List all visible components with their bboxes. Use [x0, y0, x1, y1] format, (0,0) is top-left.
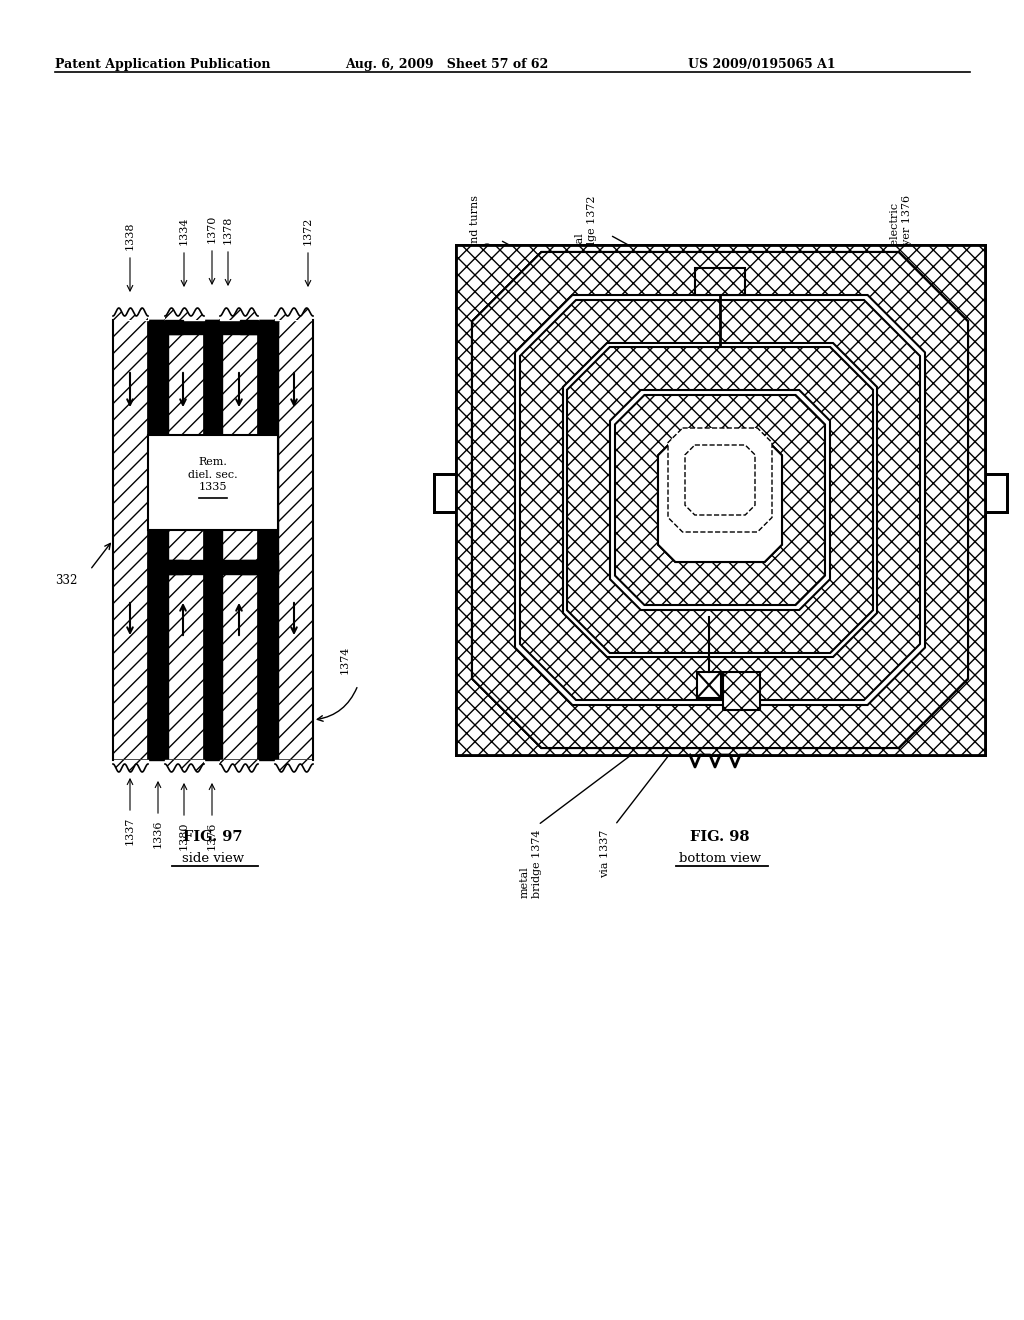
Polygon shape	[148, 560, 278, 574]
Polygon shape	[563, 343, 877, 657]
Text: 1372: 1372	[303, 216, 313, 246]
Text: 1376: 1376	[207, 822, 217, 850]
Polygon shape	[165, 560, 183, 574]
Polygon shape	[220, 319, 258, 760]
Polygon shape	[275, 319, 313, 760]
Polygon shape	[723, 672, 760, 710]
Polygon shape	[240, 560, 258, 574]
Text: 332: 332	[55, 573, 78, 586]
Polygon shape	[204, 319, 222, 760]
Polygon shape	[472, 252, 968, 748]
Text: metal
bridge 1372: metal bridge 1372	[575, 195, 597, 264]
Text: 1370: 1370	[207, 215, 217, 243]
Text: via 1337: via 1337	[600, 830, 610, 878]
Polygon shape	[434, 474, 456, 512]
Text: metal
bridge 1374: metal bridge 1374	[520, 830, 543, 899]
Polygon shape	[985, 474, 1007, 512]
Polygon shape	[658, 438, 782, 562]
Text: bottom view: bottom view	[679, 851, 761, 865]
Polygon shape	[148, 319, 278, 334]
Polygon shape	[615, 395, 825, 605]
Text: Patent Application Publication: Patent Application Publication	[55, 58, 270, 71]
Text: 1374: 1374	[340, 645, 350, 675]
Polygon shape	[697, 672, 721, 698]
Polygon shape	[258, 319, 278, 760]
Polygon shape	[668, 428, 772, 532]
Polygon shape	[658, 438, 782, 562]
Text: Rem.
diel. sec.
1335: Rem. diel. sec. 1335	[188, 457, 238, 492]
Text: side view: side view	[182, 851, 244, 865]
Text: US 2009/0195065 A1: US 2009/0195065 A1	[688, 58, 836, 71]
Polygon shape	[148, 319, 168, 760]
Text: 1336: 1336	[153, 820, 163, 849]
Text: 1380: 1380	[179, 822, 189, 850]
Polygon shape	[240, 319, 258, 334]
Polygon shape	[610, 389, 830, 610]
Polygon shape	[165, 319, 204, 760]
Text: 1334: 1334	[179, 216, 189, 246]
Polygon shape	[456, 246, 985, 755]
Text: second turns
1370: second turns 1370	[470, 195, 493, 268]
Polygon shape	[456, 246, 985, 755]
Polygon shape	[148, 436, 278, 531]
Text: FIG. 97: FIG. 97	[183, 830, 243, 843]
Polygon shape	[695, 268, 745, 294]
Text: Aug. 6, 2009   Sheet 57 of 62: Aug. 6, 2009 Sheet 57 of 62	[345, 58, 548, 71]
Polygon shape	[472, 252, 968, 748]
Polygon shape	[520, 300, 920, 700]
Text: 1337: 1337	[125, 817, 135, 845]
Polygon shape	[113, 319, 148, 760]
Polygon shape	[165, 319, 183, 334]
Polygon shape	[567, 347, 873, 653]
Polygon shape	[515, 294, 925, 705]
Polygon shape	[685, 445, 755, 515]
Text: 1338: 1338	[125, 222, 135, 249]
Polygon shape	[456, 246, 985, 755]
Text: FIG. 98: FIG. 98	[690, 830, 750, 843]
Text: 1378: 1378	[223, 215, 233, 244]
Text: dielectric
layer 1376: dielectric layer 1376	[890, 195, 912, 255]
Polygon shape	[472, 252, 968, 748]
